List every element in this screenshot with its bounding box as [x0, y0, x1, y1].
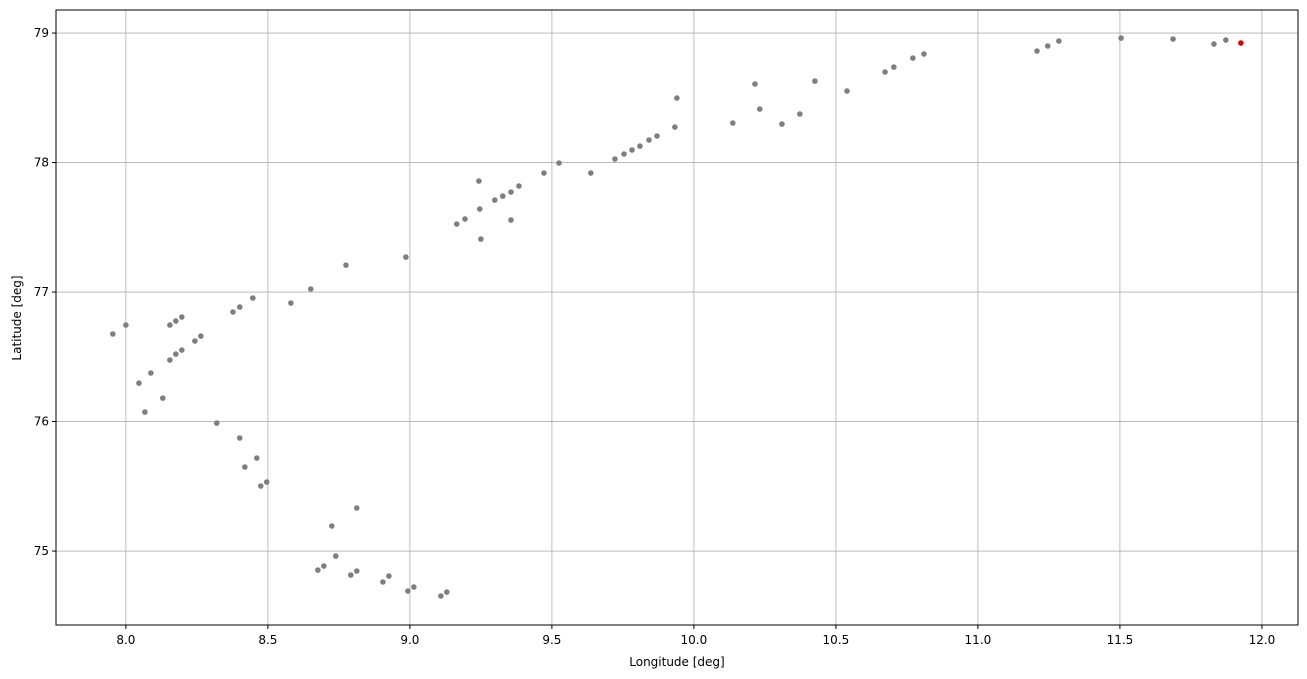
point: [478, 236, 484, 242]
point: [236, 435, 243, 441]
point: [328, 523, 335, 529]
y-tick-label: 78: [34, 156, 49, 170]
point: [516, 183, 522, 189]
point: [752, 81, 758, 87]
point: [1238, 40, 1244, 46]
point: [192, 338, 198, 344]
point: [167, 357, 173, 363]
point: [797, 111, 803, 117]
y-tick-label: 79: [34, 26, 49, 40]
point: [167, 322, 173, 328]
point: [1223, 37, 1229, 43]
point: [921, 51, 927, 57]
point: [629, 147, 635, 153]
point: [476, 206, 483, 212]
point: [637, 143, 643, 149]
point: [198, 333, 204, 339]
point: [315, 567, 321, 573]
point: [263, 479, 270, 485]
point: [556, 160, 562, 166]
point: [253, 455, 260, 461]
point: [1056, 38, 1062, 44]
x-axis-label: Longitude [deg]: [629, 655, 724, 669]
point: [508, 189, 514, 195]
point: [756, 106, 763, 112]
point: [1034, 48, 1040, 54]
x-tick-label: 11.0: [965, 633, 992, 647]
point: [779, 121, 785, 127]
point: [242, 464, 248, 470]
point: [411, 584, 417, 590]
x-tick-label: 8.5: [258, 633, 277, 647]
x-tick-label: 9.5: [542, 633, 561, 647]
point: [1211, 41, 1217, 47]
point: [159, 395, 166, 401]
x-tick-label: 10.5: [823, 633, 850, 647]
point: [812, 78, 818, 84]
point: [1118, 35, 1124, 41]
plot-frame: [55, 9, 1299, 626]
point: [1044, 43, 1051, 49]
point: [173, 318, 179, 324]
point: [380, 579, 386, 585]
point: [403, 254, 409, 260]
point: [672, 124, 678, 130]
point: [148, 370, 154, 376]
point: [236, 304, 243, 310]
point: [541, 170, 547, 176]
point: [654, 133, 660, 139]
y-tick-label: 76: [34, 415, 49, 429]
point: [621, 151, 627, 157]
point: [179, 314, 185, 320]
point: [438, 593, 444, 599]
x-tick-label: 8.0: [116, 633, 135, 647]
x-tick-label: 11.5: [1107, 633, 1134, 647]
point: [882, 69, 888, 75]
point: [110, 331, 116, 337]
point: [348, 572, 354, 578]
point: [453, 221, 460, 227]
point: [612, 156, 618, 162]
point: [353, 568, 360, 574]
point: [730, 120, 736, 126]
point: [173, 351, 179, 357]
y-axis-label: Latitude [deg]: [10, 275, 24, 360]
point: [499, 193, 506, 199]
point: [321, 563, 327, 569]
point: [179, 347, 185, 353]
point: [332, 553, 339, 559]
point: [230, 309, 236, 315]
point: [257, 483, 264, 489]
point: [250, 295, 256, 301]
x-tick-label: 10.0: [681, 633, 708, 647]
x-tick-label: 12.0: [1249, 633, 1276, 647]
point: [674, 95, 680, 101]
point: [588, 170, 594, 176]
point: [307, 286, 314, 292]
point: [136, 380, 142, 386]
point: [891, 64, 897, 70]
point: [492, 197, 498, 203]
point: [213, 420, 220, 426]
point: [844, 88, 850, 94]
y-tick-label: 75: [34, 544, 49, 558]
point: [343, 262, 349, 268]
point: [386, 573, 392, 579]
point: [142, 409, 148, 415]
point: [1170, 36, 1176, 42]
point: [646, 137, 652, 143]
point: [910, 55, 916, 61]
point: [462, 216, 468, 222]
point: [288, 300, 294, 306]
point: [508, 217, 514, 223]
point: [405, 588, 411, 594]
point: [444, 589, 450, 595]
point: [353, 505, 360, 511]
point: [476, 178, 482, 184]
x-tick-label: 9.0: [400, 633, 419, 647]
point: [123, 322, 129, 328]
y-tick-label: 77: [34, 285, 49, 299]
